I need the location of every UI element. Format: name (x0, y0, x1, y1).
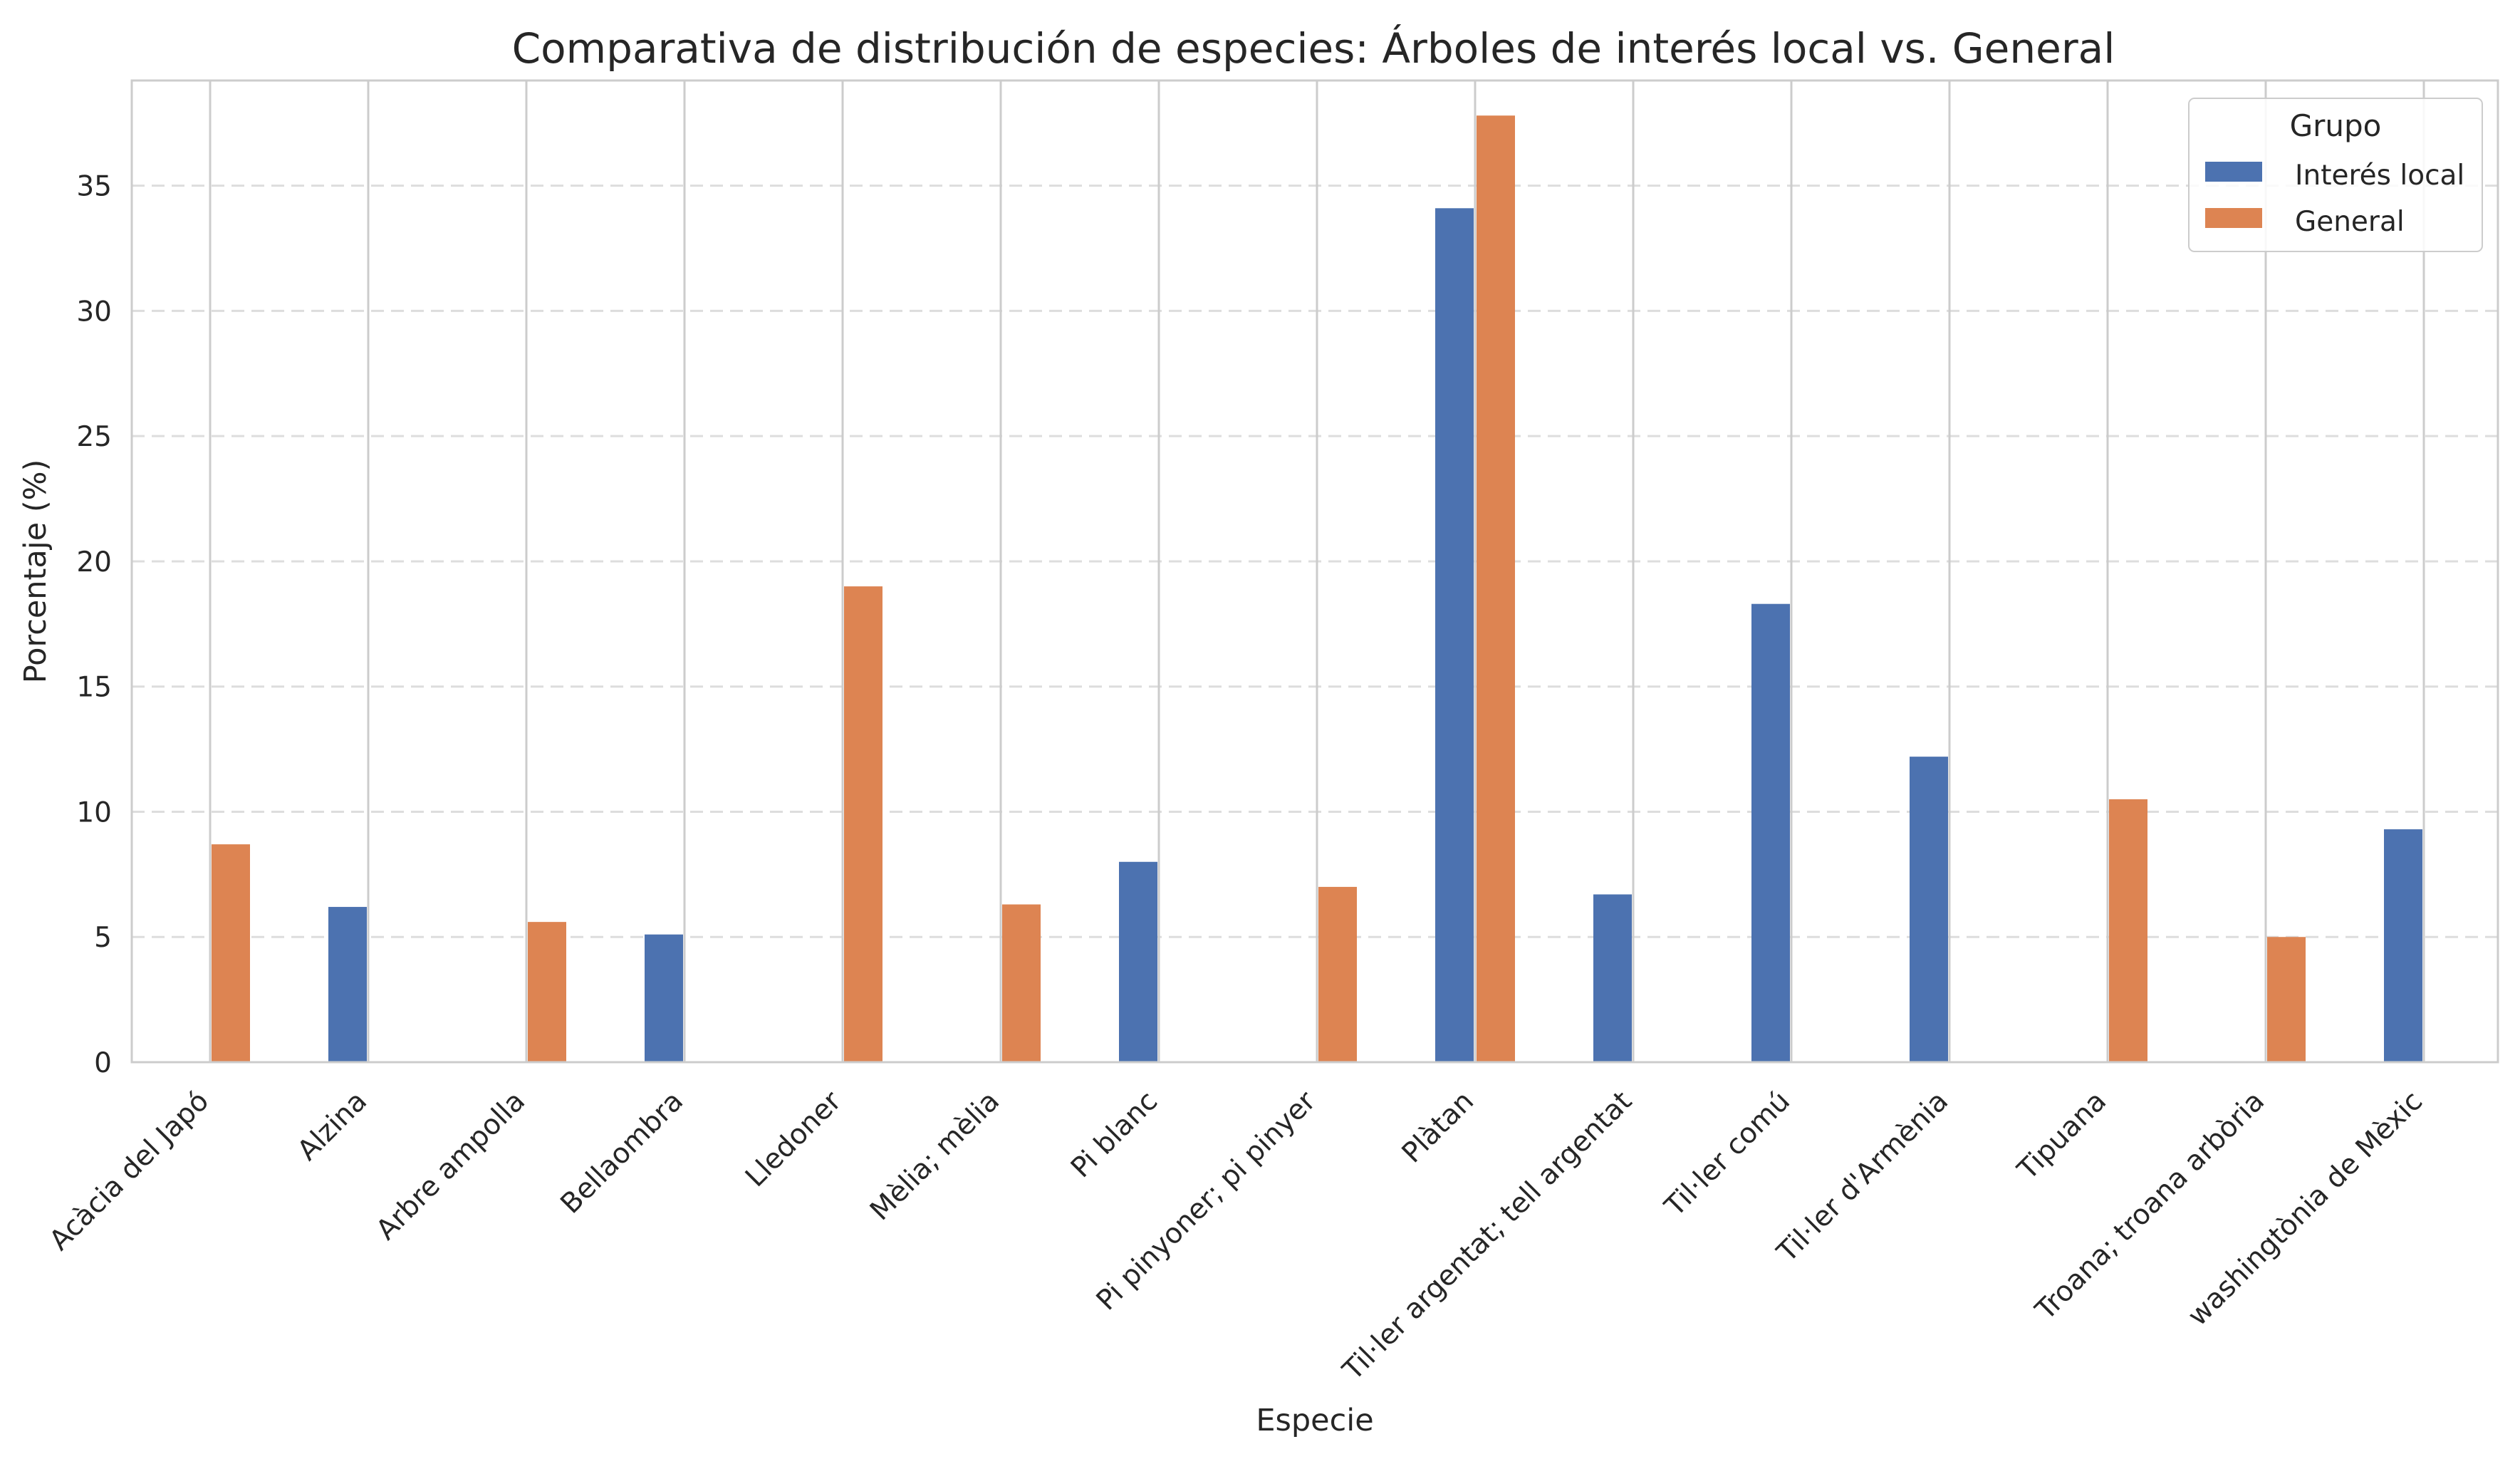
bar-general (844, 586, 882, 1062)
bar-interes-local (1435, 208, 1474, 1062)
bar-general (1002, 904, 1041, 1062)
y-tick-label: 25 (76, 421, 112, 453)
x-tick-label: Acàcia del Japó (43, 1085, 215, 1257)
x-tick-label: Til·ler d'Armènia (1771, 1085, 1954, 1269)
plot-frame (130, 79, 2499, 1064)
x-tick-label: Plàtan (1396, 1085, 1480, 1169)
legend-swatch-general (2205, 208, 2262, 228)
x-tick-label: Til·ler argentat; tell argentat (1336, 1085, 1638, 1387)
legend: Grupo Interés local General (2188, 98, 2483, 252)
bar-general (2109, 799, 2147, 1062)
bars (212, 115, 2422, 1063)
y-tick-label: 35 (76, 171, 112, 203)
y-tick-label: 5 (94, 922, 112, 954)
bar-general (212, 844, 250, 1062)
chart-title: Comparativa de distribución de especies:… (512, 24, 2115, 73)
x-tick-label: Mèlia; mèlia (864, 1085, 1006, 1227)
legend-swatch-interes-local (2205, 162, 2262, 182)
bar-general (2267, 937, 2306, 1062)
bar-interes-local (645, 934, 683, 1062)
y-tick-label: 0 (94, 1047, 112, 1079)
bar-general (528, 922, 566, 1062)
x-tick-label: Bellaombra (555, 1085, 689, 1220)
legend-label-general: General (2295, 206, 2405, 238)
y-tick-labels: 0 5 10 15 20 25 30 35 (76, 171, 112, 1079)
bar-interes-local (328, 907, 367, 1062)
y-tick-label: 20 (76, 546, 112, 578)
x-tick-label: Alzina (291, 1085, 373, 1167)
y-axis-label: Porcentaje (%) (18, 459, 53, 683)
y-tick-label: 15 (76, 672, 112, 704)
bar-interes-local (2384, 829, 2422, 1062)
category-lines (209, 81, 2425, 1062)
x-tick-label: Tipuana (2011, 1085, 2113, 1186)
legend-label-interes-local: Interés local (2295, 160, 2464, 192)
y-tick-label: 10 (76, 796, 112, 829)
x-axis-label: Especie (1256, 1403, 1373, 1438)
bar-interes-local (1593, 894, 1632, 1062)
legend-title: Grupo (2290, 108, 2382, 143)
bar-interes-local (1910, 757, 1948, 1062)
x-tick-label: Til·ler comú (1658, 1085, 1796, 1223)
bar-general (1318, 886, 1357, 1062)
bar-general (1477, 115, 1515, 1063)
bar-interes-local (1751, 603, 1790, 1062)
x-tick-label: Arbre ampolla (370, 1085, 531, 1246)
x-tick-label: Lledoner (739, 1085, 848, 1194)
x-tick-label: Pi blanc (1065, 1085, 1164, 1184)
bar-interes-local (1119, 861, 1157, 1062)
y-tick-label: 30 (76, 296, 112, 328)
